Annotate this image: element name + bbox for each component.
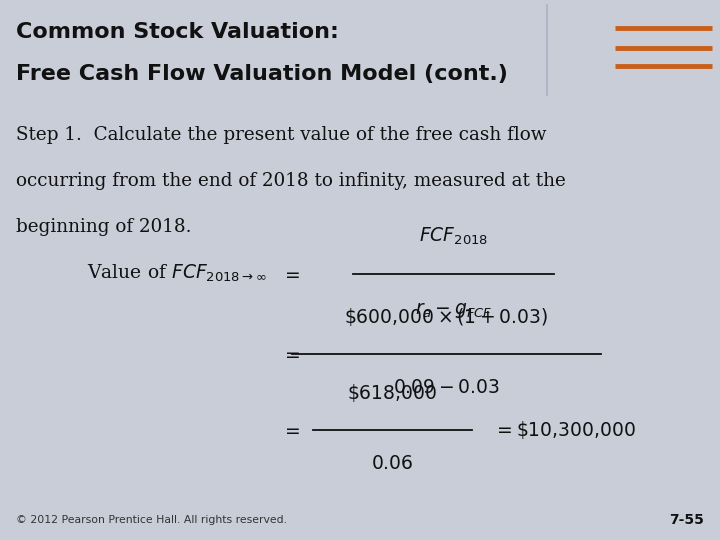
Text: $= \$10{,}300{,}000$: $= \$10{,}300{,}000$ xyxy=(493,418,636,441)
Text: Step 1.  Calculate the present value of the free cash flow: Step 1. Calculate the present value of t… xyxy=(16,126,546,144)
Text: Common Stock Valuation:: Common Stock Valuation: xyxy=(16,22,338,42)
Text: occurring from the end of 2018 to infinity, measured at the: occurring from the end of 2018 to infini… xyxy=(16,172,566,190)
Text: © 2012 Pearson Prentice Hall. All rights reserved.: © 2012 Pearson Prentice Hall. All rights… xyxy=(16,515,287,525)
Text: $\mathit{FCF}_{2018}$: $\mathit{FCF}_{2018}$ xyxy=(419,225,488,247)
Text: $=$: $=$ xyxy=(281,421,300,438)
Text: $=$: $=$ xyxy=(281,265,300,283)
Text: $0.09 - 0.03$: $0.09 - 0.03$ xyxy=(393,379,500,397)
Text: $r_a - g_{\mathit{FCF}}$: $r_a - g_{\mathit{FCF}}$ xyxy=(415,301,492,320)
Text: 7-55: 7-55 xyxy=(670,513,704,526)
Text: $0.06$: $0.06$ xyxy=(371,455,414,472)
Text: Value of $\mathit{FCF}_{2018\rightarrow\infty}$: Value of $\mathit{FCF}_{2018\rightarrow\… xyxy=(86,263,266,285)
Text: beginning of 2018.: beginning of 2018. xyxy=(16,218,192,236)
Text: $\$618{,}000$: $\$618{,}000$ xyxy=(347,382,438,404)
Text: Free Cash Flow Valuation Model (cont.): Free Cash Flow Valuation Model (cont.) xyxy=(16,64,508,84)
Text: $\$600{,}000 \times (1 + 0.03)$: $\$600{,}000 \times (1 + 0.03)$ xyxy=(344,307,549,328)
Text: $=$: $=$ xyxy=(281,345,300,363)
